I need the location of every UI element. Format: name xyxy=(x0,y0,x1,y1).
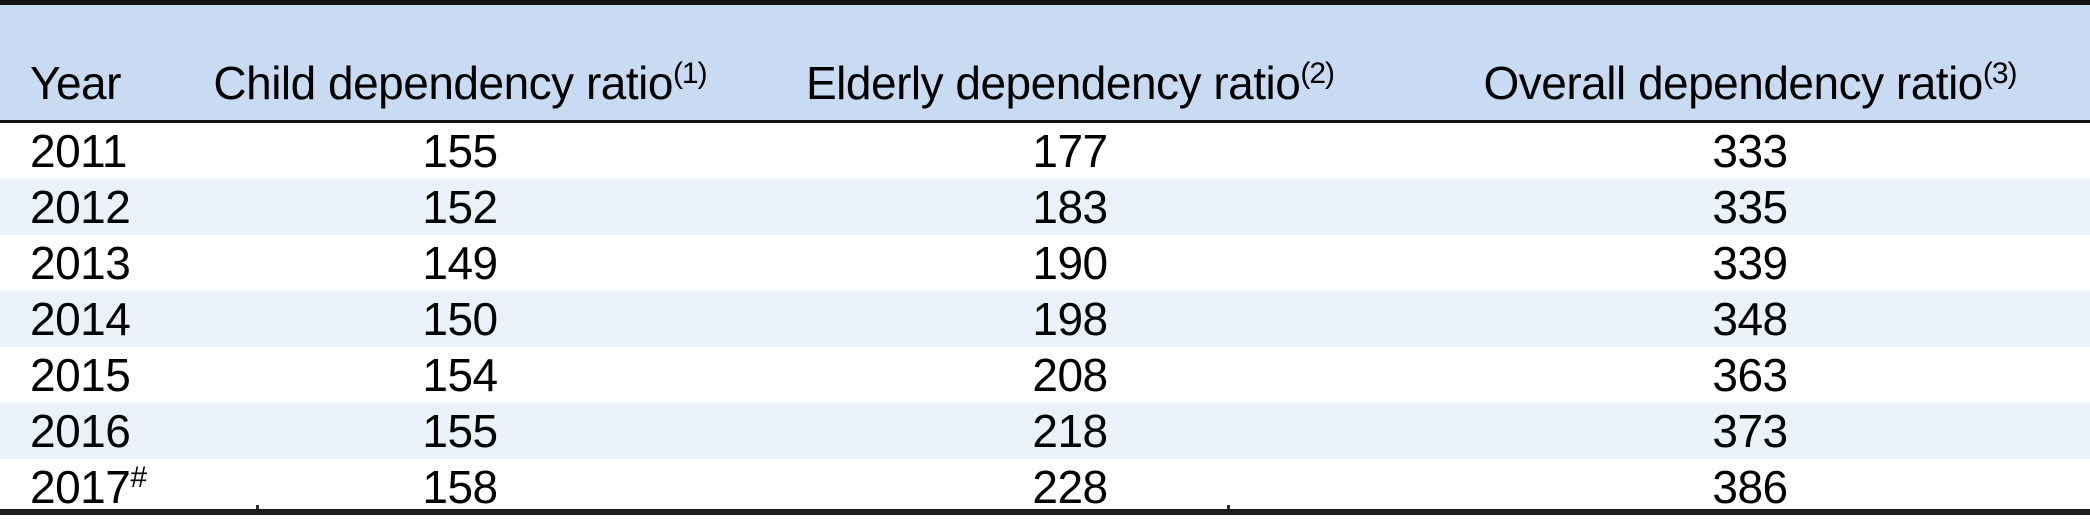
child-ratio-cell: 152 xyxy=(422,181,498,233)
overall-ratio-cell: 348 xyxy=(1712,293,1788,345)
cell-divider-tick xyxy=(1227,505,1230,509)
elderly-ratio-cell: 183 xyxy=(1032,181,1108,233)
column-header-overall-dependency-ratio: Overall dependency ratio(3) xyxy=(1410,5,2090,123)
table-row-2013: 2013 149 190 339 xyxy=(0,235,2090,291)
column-header-child-dependency-ratio: Child dependency ratio(1) xyxy=(190,5,730,123)
table-row-2015: 2015 154 208 363 xyxy=(0,347,2090,403)
overall-ratio-cell: 373 xyxy=(1712,405,1788,457)
table-row-2017: 2017# 158 228 386 xyxy=(0,459,2090,515)
elderly-ratio-cell: 190 xyxy=(1032,237,1108,289)
year-cell: 2012 xyxy=(0,179,190,235)
column-header-label: Year xyxy=(30,57,121,109)
child-ratio-cell: 158 xyxy=(422,461,498,513)
table-bottom-rule xyxy=(0,509,2090,515)
elderly-ratio-cell: 228 xyxy=(1032,461,1108,513)
column-header-year: Year xyxy=(0,5,190,123)
footnote-marker: (2) xyxy=(1300,57,1335,90)
table-row-2012: 2012 152 183 335 xyxy=(0,179,2090,235)
year-value: 2017 xyxy=(30,461,131,513)
overall-ratio-cell: 386 xyxy=(1712,461,1788,513)
child-ratio-cell: 149 xyxy=(422,237,498,289)
year-value: 2011 xyxy=(30,125,127,177)
cell-divider-tick xyxy=(256,505,259,509)
year-cell: 2017# xyxy=(0,459,190,515)
child-ratio-cell: 155 xyxy=(422,125,498,177)
year-cell: 2013 xyxy=(0,235,190,291)
provisional-marker: # xyxy=(130,461,147,494)
year-cell: 2014 xyxy=(0,291,190,347)
year-cell: 2011 xyxy=(0,122,190,180)
table-row-2011: 2011 155 177 333 xyxy=(0,122,2090,180)
column-header-label: Elderly dependency ratio xyxy=(806,57,1301,109)
column-header-label: Child dependency ratio xyxy=(213,57,673,109)
table-row-2016: 2016 155 218 373 xyxy=(0,403,2090,459)
dependency-ratio-table: Year Child dependency ratio(1) Elderly d… xyxy=(0,5,2090,515)
column-header-elderly-dependency-ratio: Elderly dependency ratio(2) xyxy=(730,5,1410,123)
footnote-marker: (3) xyxy=(1982,57,2018,90)
overall-ratio-cell: 333 xyxy=(1712,125,1788,177)
year-value: 2013 xyxy=(30,237,131,289)
year-value: 2014 xyxy=(30,293,131,345)
elderly-ratio-cell: 218 xyxy=(1032,405,1108,457)
overall-ratio-cell: 339 xyxy=(1712,237,1788,289)
year-cell: 2016 xyxy=(0,403,190,459)
child-ratio-cell: 154 xyxy=(422,349,498,401)
footnote-marker: (1) xyxy=(672,57,708,90)
year-value: 2016 xyxy=(30,405,131,457)
overall-ratio-cell: 363 xyxy=(1712,349,1788,401)
child-ratio-cell: 150 xyxy=(422,293,498,345)
year-value: 2015 xyxy=(30,349,131,401)
year-value: 2012 xyxy=(30,181,131,233)
elderly-ratio-cell: 208 xyxy=(1032,349,1108,401)
table-row-2014: 2014 150 198 348 xyxy=(0,291,2090,347)
elderly-ratio-cell: 198 xyxy=(1032,293,1108,345)
elderly-ratio-cell: 177 xyxy=(1032,125,1108,177)
header-row: Year Child dependency ratio(1) Elderly d… xyxy=(0,5,2090,123)
year-cell: 2015 xyxy=(0,347,190,403)
child-ratio-cell: 155 xyxy=(422,405,498,457)
column-header-label: Overall dependency ratio xyxy=(1483,57,1983,109)
overall-ratio-cell: 335 xyxy=(1712,181,1788,233)
